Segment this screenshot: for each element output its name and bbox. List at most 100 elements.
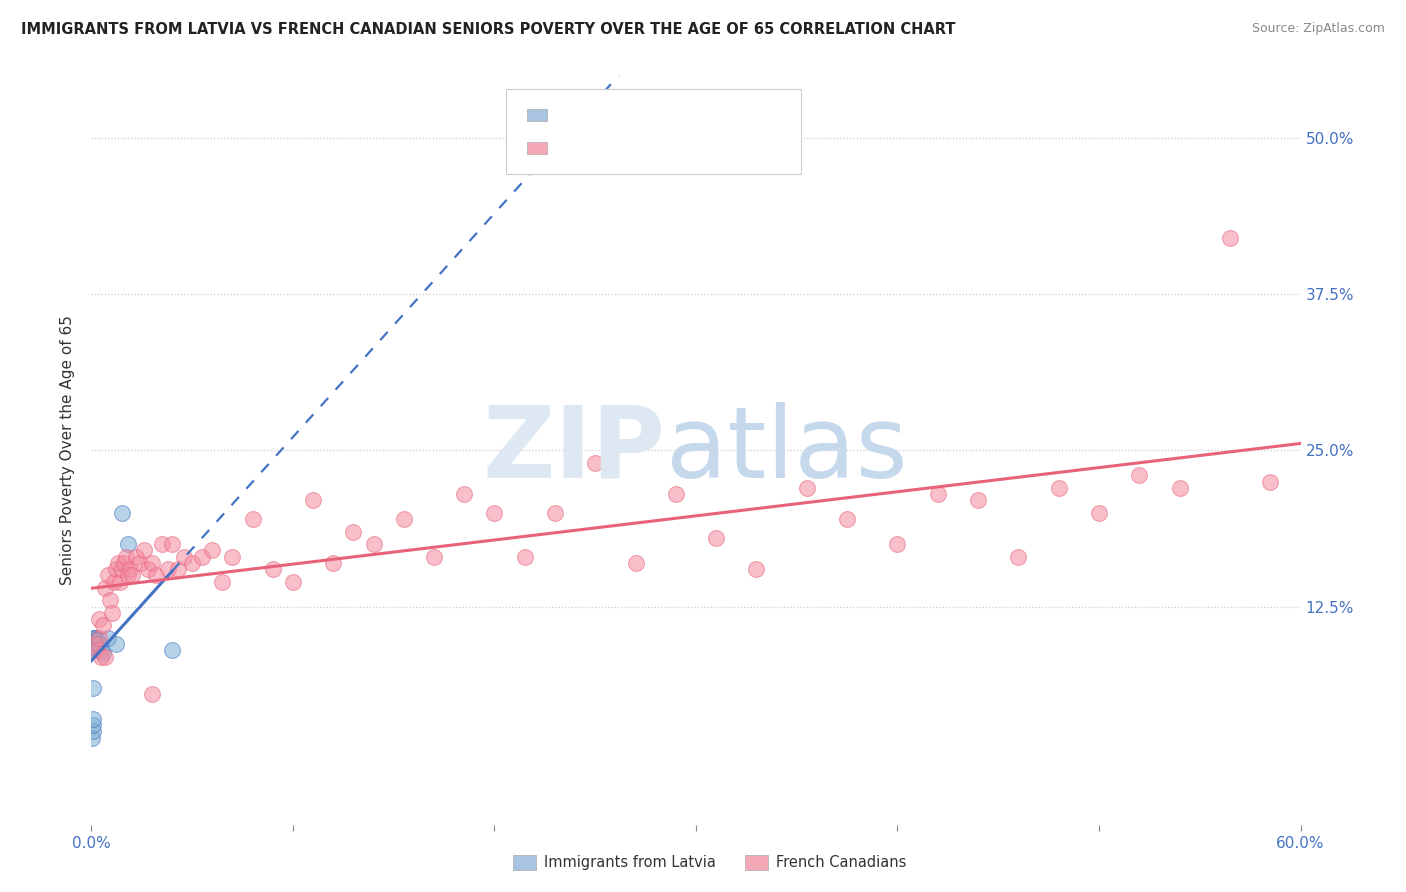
Point <box>173 549 195 564</box>
Point <box>96 631 118 645</box>
Point <box>112 556 135 570</box>
Point <box>1128 468 1150 483</box>
Point <box>156 562 179 576</box>
Point <box>114 549 136 564</box>
Point <box>111 506 132 520</box>
Point <box>211 574 233 589</box>
Point <box>136 562 159 576</box>
Y-axis label: Seniors Poverty Over the Age of 65: Seniors Poverty Over the Age of 65 <box>60 316 76 585</box>
Point <box>167 562 190 576</box>
Point <box>89 612 111 626</box>
Point <box>117 537 139 551</box>
Text: 68: 68 <box>688 141 707 156</box>
Point <box>125 549 148 564</box>
Point <box>82 724 104 739</box>
Point <box>83 643 105 657</box>
Point <box>484 506 506 520</box>
Point <box>107 556 129 570</box>
Point <box>262 562 284 576</box>
Text: Immigrants from Latvia: Immigrants from Latvia <box>544 855 716 870</box>
Point <box>665 487 688 501</box>
Text: 0.406: 0.406 <box>586 141 638 156</box>
Point <box>96 568 118 582</box>
Point <box>84 631 107 645</box>
Point <box>100 606 122 620</box>
Point <box>150 537 173 551</box>
Point <box>86 643 108 657</box>
Point <box>118 562 141 576</box>
Point <box>117 568 139 582</box>
Point <box>84 636 107 650</box>
Point <box>83 633 105 648</box>
Point <box>281 574 304 589</box>
Point <box>201 543 224 558</box>
Point <box>927 487 949 501</box>
Point <box>242 512 264 526</box>
Text: IMMIGRANTS FROM LATVIA VS FRENCH CANADIAN SENIORS POVERTY OVER THE AGE OF 65 COR: IMMIGRANTS FROM LATVIA VS FRENCH CANADIA… <box>21 22 956 37</box>
Text: 28: 28 <box>688 107 707 122</box>
Text: ZIP: ZIP <box>482 402 665 499</box>
Point <box>423 549 446 564</box>
Point <box>89 637 111 651</box>
Point <box>363 537 385 551</box>
Text: N =: N = <box>648 107 690 122</box>
Point <box>624 556 647 570</box>
Text: Source: ZipAtlas.com: Source: ZipAtlas.com <box>1251 22 1385 36</box>
Point <box>84 637 107 651</box>
Point <box>1088 506 1111 520</box>
Point <box>83 637 105 651</box>
Point <box>745 562 768 576</box>
Point <box>89 631 111 645</box>
Point <box>84 640 107 655</box>
Point <box>181 556 204 570</box>
Point <box>86 633 108 648</box>
Point <box>121 568 143 582</box>
Point <box>796 481 818 495</box>
Point <box>453 487 475 501</box>
Point <box>83 631 105 645</box>
Point <box>103 574 125 589</box>
Point <box>141 556 163 570</box>
Point <box>886 537 908 551</box>
Point <box>104 562 127 576</box>
Point <box>82 681 104 695</box>
Point <box>1219 231 1241 245</box>
Point <box>145 568 167 582</box>
Point <box>141 687 163 701</box>
Point <box>160 643 183 657</box>
Point <box>94 649 117 664</box>
Text: R =: R = <box>555 141 586 156</box>
Point <box>86 640 108 655</box>
Point <box>544 506 567 520</box>
Point <box>87 637 110 651</box>
Point <box>111 562 132 576</box>
Point <box>322 556 344 570</box>
Point <box>104 637 127 651</box>
Point <box>83 637 105 651</box>
Point <box>967 493 990 508</box>
Text: French Canadians: French Canadians <box>776 855 907 870</box>
Point <box>90 643 112 657</box>
Point <box>704 531 727 545</box>
Point <box>128 556 150 570</box>
Text: -0.032: -0.032 <box>586 107 638 122</box>
Point <box>82 718 104 732</box>
Point <box>513 549 536 564</box>
Point <box>84 637 107 651</box>
Point <box>108 574 131 589</box>
Point <box>82 712 104 726</box>
Point <box>342 524 364 539</box>
Point <box>93 646 115 660</box>
Point <box>86 637 108 651</box>
Point <box>84 633 107 648</box>
Point <box>132 543 155 558</box>
Point <box>94 581 117 595</box>
Point <box>90 649 112 664</box>
Point <box>1168 481 1191 495</box>
Point <box>191 549 214 564</box>
Point <box>1047 481 1070 495</box>
Point <box>221 549 243 564</box>
Point <box>302 493 325 508</box>
Text: R =: R = <box>555 107 586 122</box>
Text: atlas: atlas <box>665 402 907 499</box>
